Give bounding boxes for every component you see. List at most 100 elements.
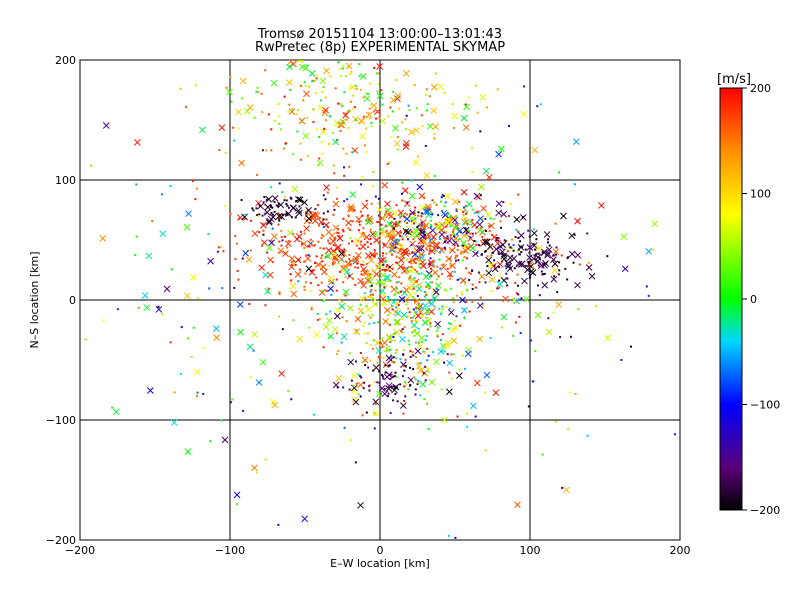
data-point-dot [439,200,442,203]
data-point-dot [270,212,273,215]
cross-stroke [355,215,363,223]
data-point-dot [422,244,425,247]
data-point-dot [290,263,293,266]
data-point-dot [408,277,411,280]
cross-stroke [432,288,440,296]
data-point-dot [480,253,483,256]
data-point-cross [415,244,423,252]
data-point-dot [190,355,193,358]
cross-stroke [460,188,468,196]
cross-stroke [289,204,297,212]
data-point-cross [476,302,484,309]
data-point-dot [325,218,328,221]
data-point-dot [386,163,389,166]
data-point-dot [264,212,267,215]
data-point-cross [465,200,473,208]
data-point-cross [331,251,338,259]
cross-stroke [355,251,362,259]
data-point-cross [338,302,346,310]
data-point-cross [363,269,371,277]
data-point-cross [428,300,436,308]
data-point-dot [365,277,368,280]
data-point-cross [385,211,393,219]
data-point-cross [145,252,153,260]
data-point-cross [408,267,415,275]
data-point-cross [496,280,504,288]
cross-stroke [342,112,349,119]
data-point-dot [424,339,427,342]
data-point-cross [241,213,248,221]
data-point-dot [321,90,324,93]
cross-stroke [379,117,387,125]
cross-stroke [551,267,559,274]
data-point-dot [186,337,189,340]
data-point-dot [435,233,438,236]
cross-stroke [432,241,440,249]
data-point-dot [392,227,395,230]
data-point-dot [425,248,428,251]
cross-stroke [451,198,459,206]
data-point-dot [321,233,324,236]
data-point-dot [229,75,232,78]
data-point-cross [423,307,431,315]
data-point-cross [255,379,263,386]
data-point-dot [322,247,325,250]
data-point-dot [233,286,236,289]
data-point-dot [357,393,360,396]
data-point-dot [416,320,419,323]
data-point-cross [379,271,387,279]
data-point-dot [343,426,346,429]
data-point-dot [278,292,281,295]
data-point-dot [406,225,409,228]
data-point-dot [512,249,515,252]
data-point-dot [473,240,476,243]
cross-stroke [291,185,299,193]
data-point-dot [537,264,540,267]
data-point-dot [231,398,234,401]
data-point-dot [319,99,322,102]
cross-stroke [401,247,409,255]
data-point-dot [434,72,437,75]
cross-stroke [385,211,393,219]
data-point-dot [431,263,434,266]
data-point-dot [410,259,413,262]
data-point-cross [234,108,242,116]
cross-stroke [428,300,436,308]
data-point-dot [244,213,247,216]
data-point-dot [564,267,567,270]
cross-stroke [345,219,352,227]
data-point-dot [433,201,436,204]
data-point-dot [325,289,328,292]
data-point-dot [479,194,482,197]
cross-stroke [143,304,151,311]
cross-stroke [380,280,388,287]
cross-stroke [490,262,497,270]
cross-stroke [418,245,425,252]
data-point-dot [345,118,348,121]
data-point-cross [372,364,380,371]
cross-stroke [401,187,409,194]
cross-stroke [418,204,426,211]
data-point-cross [483,371,491,379]
data-point-dot [414,250,417,253]
data-point-dot [365,199,368,202]
data-point-cross [320,268,328,276]
data-point-cross [397,243,405,251]
data-point-dot [505,265,508,268]
data-point-dot [528,261,531,264]
cross-stroke [449,214,457,222]
cross-stroke [236,214,244,221]
data-point-cross [418,192,426,200]
data-point-dot [300,242,303,245]
data-point-dot [524,264,527,267]
cross-stroke [545,246,553,254]
data-point-dot [459,324,462,327]
data-point-cross [358,133,366,140]
data-point-cross [331,326,339,333]
cross-stroke [423,307,431,315]
data-point-dot [471,171,474,174]
data-point-dot [303,246,306,249]
cross-stroke [373,236,380,244]
data-point-cross [303,90,310,98]
